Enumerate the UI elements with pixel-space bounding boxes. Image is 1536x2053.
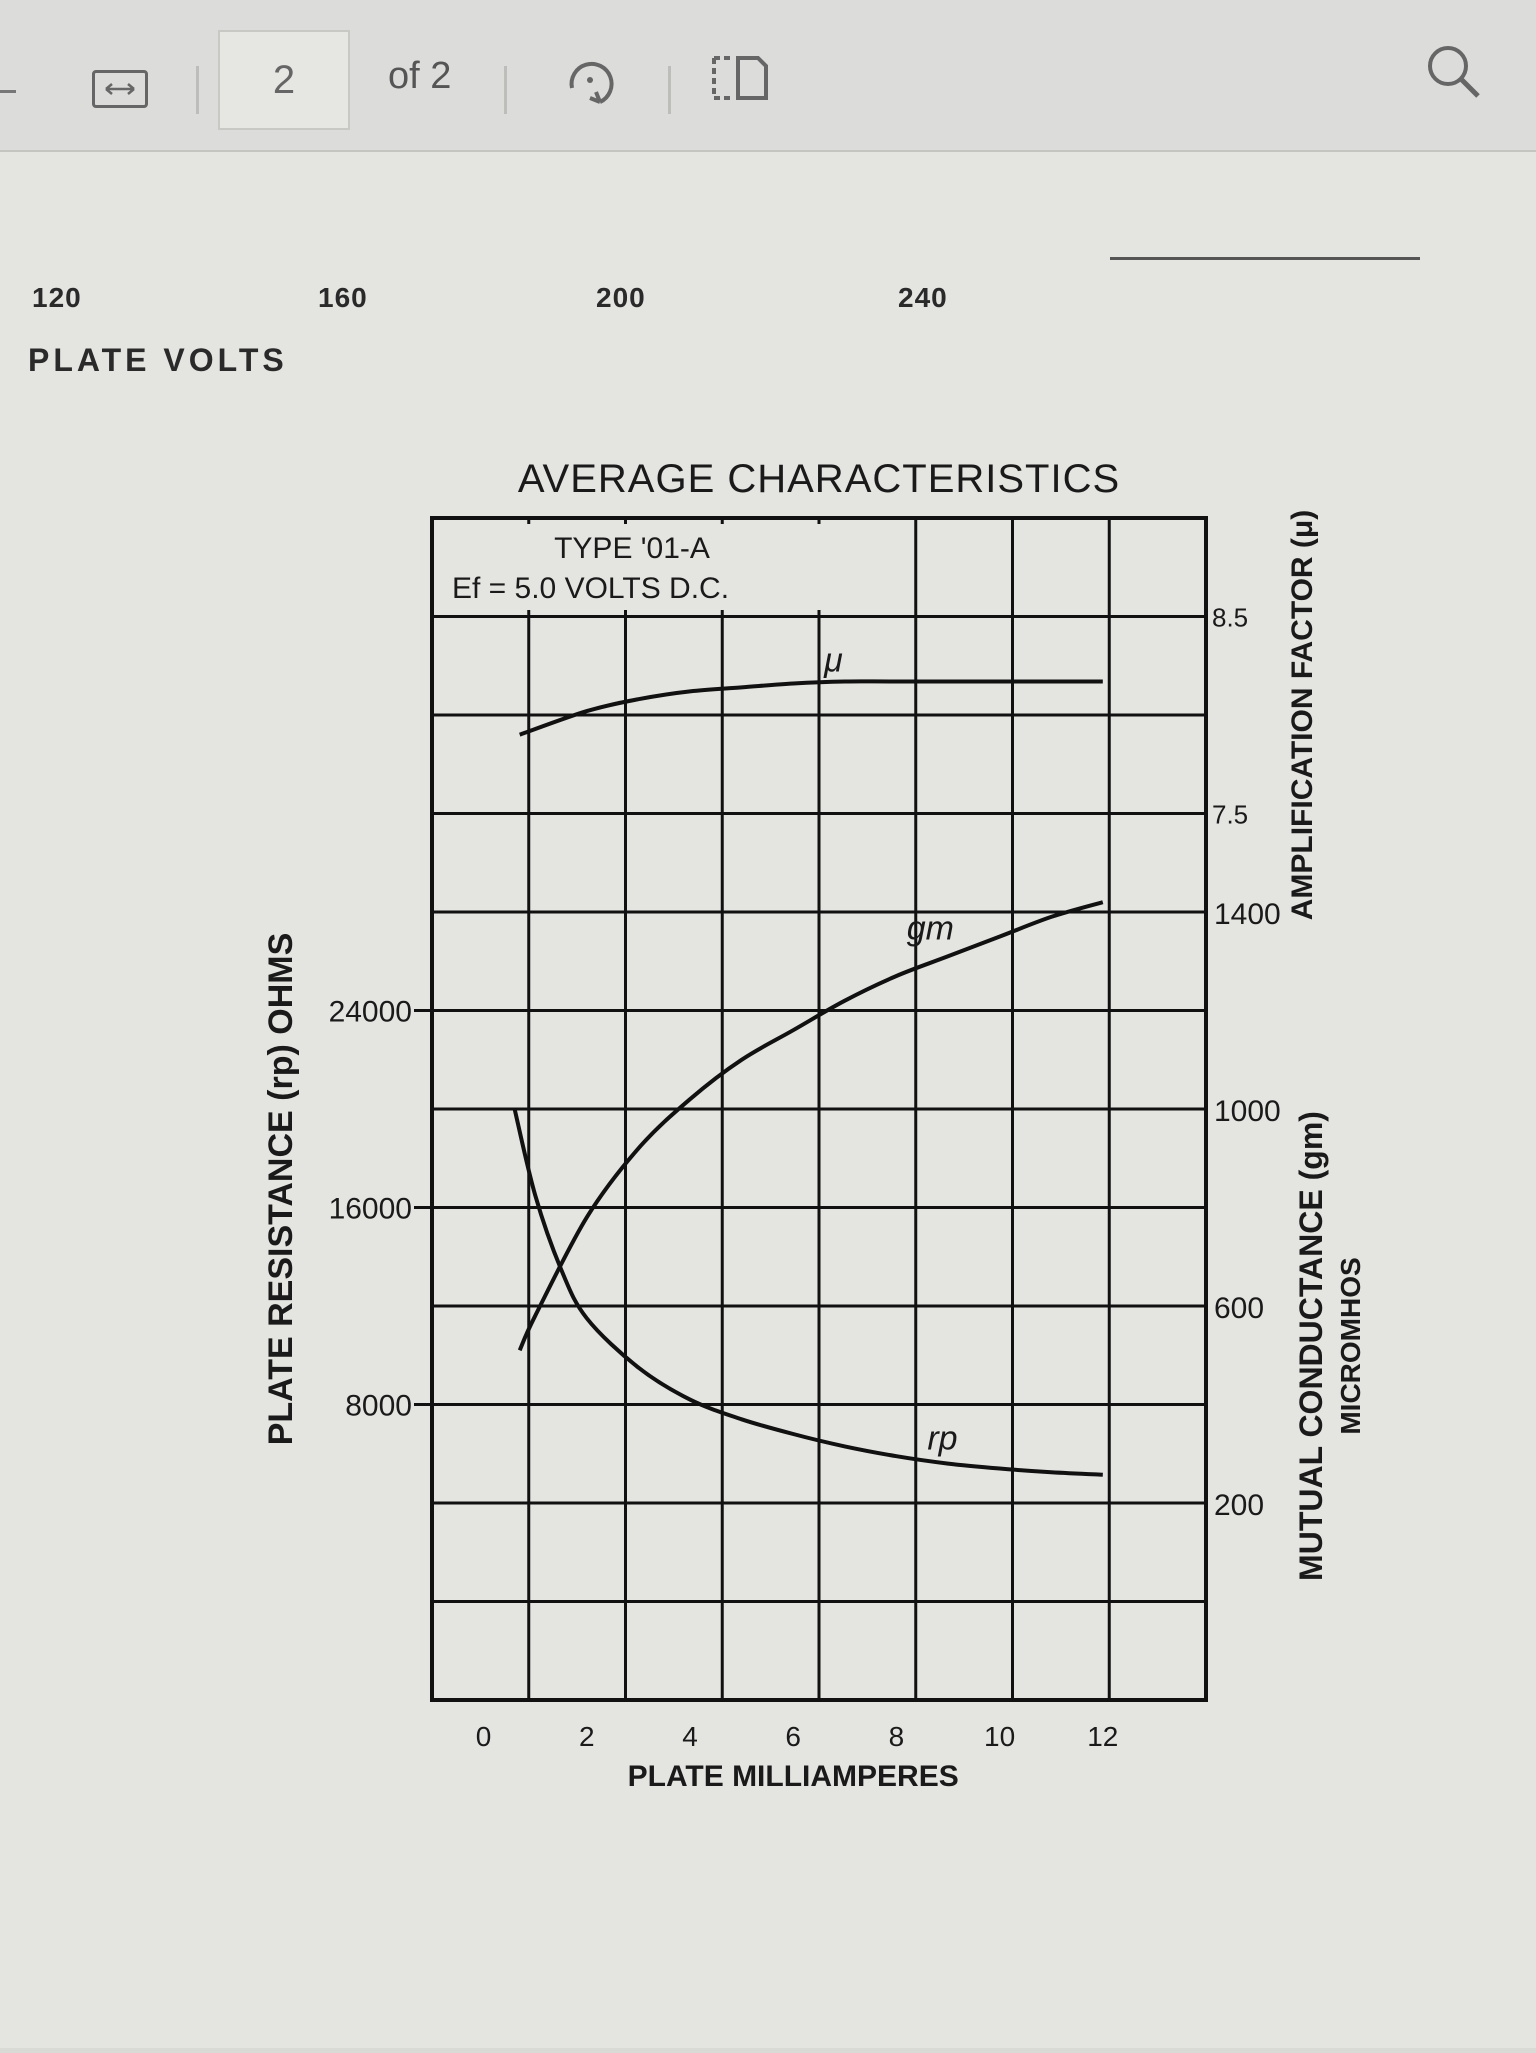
right-bottom-tick-label: 600 xyxy=(1214,1292,1264,1325)
chart-subtitle-type: TYPE '01-A xyxy=(554,532,710,565)
x-tick-label: 10 xyxy=(984,1721,1015,1752)
fit-width-arrows-icon xyxy=(102,81,138,97)
two-page-view-icon[interactable] xyxy=(708,52,772,109)
magnifier-glyph xyxy=(1418,36,1488,106)
series-label-rp: rp xyxy=(927,1419,957,1457)
right-top-tick-label: 8.5 xyxy=(1212,603,1248,633)
series-line-μ xyxy=(520,681,1103,734)
x-axis-label: PLATE MILLIAMPERES xyxy=(628,1760,959,1793)
right-top-tick-label: 7.5 xyxy=(1212,800,1248,830)
x-tick-label: 4 xyxy=(682,1721,698,1752)
chart-title: AVERAGE CHARACTERISTICS xyxy=(518,457,1120,501)
series-label-gm: gm xyxy=(907,909,954,947)
left-tick-label: 24000 xyxy=(329,996,412,1029)
right-top-axis-title: AMPLIFICATION FACTOR (μ) xyxy=(1286,510,1319,921)
right-bottom-tick-label: 200 xyxy=(1214,1489,1264,1522)
chart-subtitle-filament: Ef = 5.0 VOLTS D.C. xyxy=(452,572,729,605)
page-number-value: 2 xyxy=(273,58,295,103)
x-tick-label: 6 xyxy=(785,1721,801,1752)
pdf-toolbar: 2 of 2 xyxy=(0,0,1536,152)
page-number-input[interactable]: 2 xyxy=(218,30,350,130)
chart-svg: AVERAGE CHARACTERISTICS TYPE '01-A Ef = 5.… xyxy=(0,152,1536,2048)
series-line-gm xyxy=(520,902,1103,1350)
rotate-icon[interactable] xyxy=(560,52,620,117)
page-count-label: of 2 xyxy=(388,55,451,98)
toolbar-separator xyxy=(668,66,671,114)
document-page: 120 160 200 240 PLATE VOLTS AVERAGE CHAR… xyxy=(0,152,1536,2048)
toolbar-separator xyxy=(196,66,199,114)
series-label-μ: μ xyxy=(823,642,843,680)
rotate-glyph xyxy=(560,52,620,112)
x-tick-label: 0 xyxy=(476,1721,492,1752)
x-tick-label: 12 xyxy=(1087,1721,1118,1752)
right-bottom-tick-label: 1000 xyxy=(1214,1095,1281,1128)
characteristics-chart: AVERAGE CHARACTERISTICS TYPE '01-A Ef = 5.… xyxy=(0,152,1536,2048)
series-line-rp xyxy=(515,1109,1103,1475)
x-tick-label: 2 xyxy=(579,1721,595,1752)
right-bottom-tick-label: 1400 xyxy=(1214,898,1281,931)
two-page-glyph xyxy=(708,52,772,104)
right-bottom-axis-title: MUTUAL CONDUCTANCE (gm) xyxy=(1293,1111,1329,1581)
toolbar-edge-mark xyxy=(0,90,16,93)
search-icon[interactable] xyxy=(1418,36,1488,111)
x-tick-label: 8 xyxy=(889,1721,905,1752)
left-axis-title: PLATE RESISTANCE (rp) OHMS xyxy=(262,933,300,1446)
left-tick-label: 8000 xyxy=(345,1390,412,1423)
right-bottom-axis-units: MICROMHOS xyxy=(1335,1257,1366,1434)
toolbar-separator xyxy=(504,66,507,114)
fit-width-icon[interactable] xyxy=(92,70,148,108)
left-tick-label: 16000 xyxy=(329,1193,412,1226)
